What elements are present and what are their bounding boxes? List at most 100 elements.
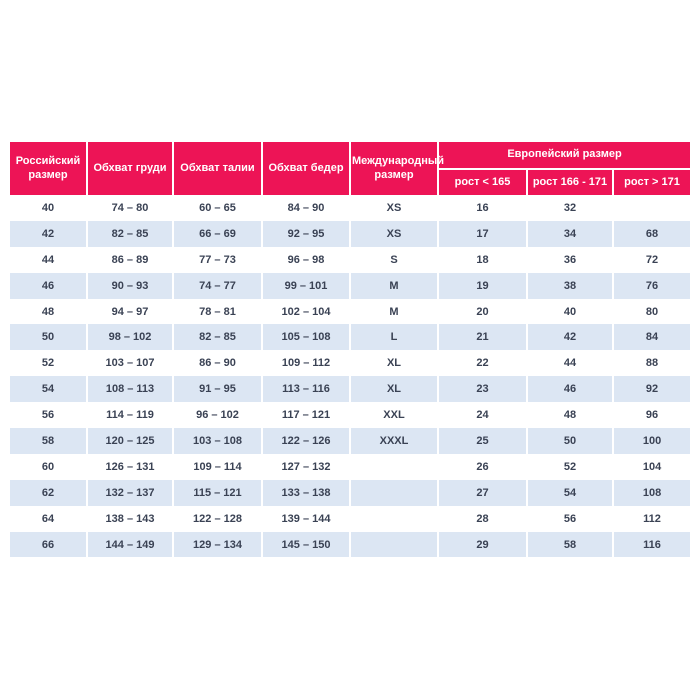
table-cell: 117 – 121 <box>262 402 351 429</box>
table-cell: 113 – 116 <box>262 376 351 403</box>
table-cell: 104 <box>613 453 691 480</box>
table-cell: M <box>350 272 439 299</box>
table-cell: 86 – 89 <box>87 246 174 273</box>
table-cell: 22 <box>438 350 528 377</box>
table-cell: 60 – 65 <box>173 195 263 221</box>
table-cell: 18 <box>438 246 528 273</box>
table-cell: 50 <box>10 324 88 351</box>
table-cell: 56 <box>10 402 88 429</box>
table-row: 58 120 – 125 103 – 108 122 – 126 XXXL 25 50 100 <box>10 428 691 454</box>
table-row: 62 132 – 137 115 – 121 133 – 138 27 54 108 <box>10 479 691 506</box>
table-cell: 133 – 138 <box>262 479 351 506</box>
table-cell: 54 <box>527 479 614 506</box>
column-group-header-european-size: Европейский размер <box>438 142 691 170</box>
table-cell: 102 – 104 <box>262 298 351 325</box>
table-cell: XL <box>350 376 439 403</box>
table-cell: 115 – 121 <box>173 479 263 506</box>
table-cell <box>350 453 439 480</box>
table-cell: 88 <box>613 350 691 377</box>
table-cell: 126 – 131 <box>87 453 174 480</box>
table-cell: 78 – 81 <box>173 298 263 325</box>
table-row: 52 103 – 107 86 – 90 109 – 112 XL 22 44 88 <box>10 350 691 377</box>
table-cell: 60 <box>10 453 88 480</box>
column-header-waist: Обхват талии <box>173 142 263 195</box>
column-header-russian-size: Российский размер <box>10 142 88 195</box>
table-cell: 108 – 113 <box>87 376 174 403</box>
size-table: Российский размер Обхват груди Обхват та… <box>10 142 691 558</box>
table-cell: 144 – 149 <box>87 531 174 558</box>
table-cell: 96 – 98 <box>262 246 351 273</box>
table-cell: 40 <box>10 195 88 221</box>
table-row: 40 74 – 80 60 – 65 84 – 90 XS 16 32 <box>10 195 691 221</box>
column-header-international-size: Международный размер <box>350 142 444 195</box>
table-cell: 108 <box>613 479 691 506</box>
table-cell: 103 – 108 <box>173 428 263 454</box>
table-cell: 105 – 108 <box>262 324 351 351</box>
table-cell: 50 <box>527 428 614 454</box>
table-cell: 44 <box>10 246 88 273</box>
column-header-height-over-171: рост > 171 <box>613 169 691 195</box>
table-row: 50 98 – 102 82 – 85 105 – 108 L 21 42 84 <box>10 324 691 351</box>
table-cell: 25 <box>438 428 528 454</box>
column-header-hips: Обхват бедер <box>262 142 351 195</box>
table-cell: 66 – 69 <box>173 220 263 247</box>
table-cell: 48 <box>527 402 614 429</box>
table-cell: 16 <box>438 195 528 221</box>
table-cell: 48 <box>10 298 88 325</box>
table-cell: 103 – 107 <box>87 350 174 377</box>
table-cell: 38 <box>527 272 614 299</box>
table-cell: 68 <box>613 220 691 247</box>
table-cell: 92 <box>613 376 691 403</box>
table-cell: 116 <box>613 531 691 558</box>
table-cell: 138 – 143 <box>87 505 174 532</box>
column-header-height-under-165: рост < 165 <box>438 169 528 195</box>
table-cell: 112 <box>613 505 691 532</box>
table-cell: 84 <box>613 324 691 351</box>
table-cell: 56 <box>527 505 614 532</box>
table-cell: 64 <box>10 505 88 532</box>
table-cell: 98 – 102 <box>87 324 174 351</box>
table-cell: 62 <box>10 479 88 506</box>
table-cell: 145 – 150 <box>262 531 351 558</box>
table-cell: 86 – 90 <box>173 350 263 377</box>
table-cell: 72 <box>613 246 691 273</box>
table-cell: 96 – 102 <box>173 402 263 429</box>
table-cell: XS <box>350 220 439 247</box>
table-cell: 58 <box>10 428 88 454</box>
table-cell: 29 <box>438 531 528 558</box>
table-cell: 54 <box>10 376 88 403</box>
table-cell: 17 <box>438 220 528 247</box>
table-cell: 90 – 93 <box>87 272 174 299</box>
column-header-height-166-171: рост 166 - 171 <box>527 169 614 195</box>
table-cell: 26 <box>438 453 528 480</box>
size-table-body: 40 74 – 80 60 – 65 84 – 90 XS 16 32 42 82 – 85 66… <box>10 195 691 558</box>
size-table-header: Российский размер Обхват груди Обхват та… <box>10 142 691 195</box>
table-cell: 96 <box>613 402 691 429</box>
table-cell <box>350 505 439 532</box>
table-cell: 46 <box>10 272 88 299</box>
table-cell: 82 – 85 <box>173 324 263 351</box>
table-cell <box>350 531 439 558</box>
table-cell: 42 <box>527 324 614 351</box>
table-row: 48 94 – 97 78 – 81 102 – 104 M 20 40 80 <box>10 298 691 325</box>
column-header-chest: Обхват груди <box>87 142 174 195</box>
table-row: 56 114 – 119 96 – 102 117 – 121 XXL 24 48 96 <box>10 402 691 429</box>
table-cell: 74 – 77 <box>173 272 263 299</box>
table-cell: 23 <box>438 376 528 403</box>
table-cell: 84 – 90 <box>262 195 351 221</box>
table-cell: XL <box>350 350 439 377</box>
table-cell: 120 – 125 <box>87 428 174 454</box>
table-cell: 82 – 85 <box>87 220 174 247</box>
table-cell: 94 – 97 <box>87 298 174 325</box>
table-cell: XS <box>350 195 439 221</box>
table-cell: 66 <box>10 531 88 558</box>
table-row: 64 138 – 143 122 – 128 139 – 144 28 56 112 <box>10 505 691 532</box>
table-cell: 129 – 134 <box>173 531 263 558</box>
table-cell: 27 <box>438 479 528 506</box>
table-row: 60 126 – 131 109 – 114 127 – 132 26 52 104 <box>10 453 691 480</box>
table-cell: 109 – 112 <box>262 350 351 377</box>
table-cell: 99 – 101 <box>262 272 351 299</box>
table-cell: 58 <box>527 531 614 558</box>
table-row: 46 90 – 93 74 – 77 99 – 101 M 19 38 76 <box>10 272 691 299</box>
